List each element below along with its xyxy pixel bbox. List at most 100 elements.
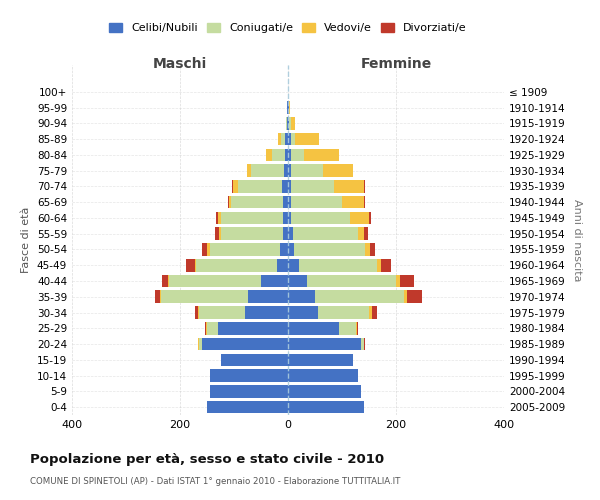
Bar xyxy=(207,401,288,413)
Bar xyxy=(315,290,404,303)
Bar xyxy=(227,196,229,208)
Bar xyxy=(288,164,290,177)
Bar xyxy=(288,212,290,224)
Bar xyxy=(407,290,422,303)
Bar xyxy=(210,385,288,398)
Bar xyxy=(364,228,368,240)
Bar xyxy=(248,290,288,303)
Bar xyxy=(283,212,288,224)
Bar xyxy=(288,322,340,334)
Bar xyxy=(286,133,288,145)
Bar xyxy=(233,180,238,192)
Bar xyxy=(288,243,295,256)
Bar xyxy=(295,243,365,256)
Bar xyxy=(288,370,358,382)
Bar xyxy=(210,243,280,256)
Bar xyxy=(199,306,245,319)
Text: Femmine: Femmine xyxy=(361,58,431,71)
Bar xyxy=(299,259,377,272)
Bar xyxy=(155,290,160,303)
Bar xyxy=(290,133,295,145)
Bar xyxy=(161,274,168,287)
Bar xyxy=(290,117,295,130)
Bar xyxy=(286,117,287,130)
Bar xyxy=(290,196,342,208)
Text: Maschi: Maschi xyxy=(153,58,207,71)
Bar xyxy=(278,133,281,145)
Bar xyxy=(266,148,272,161)
Bar xyxy=(229,196,232,208)
Bar xyxy=(288,180,290,192)
Bar xyxy=(288,338,361,350)
Bar xyxy=(206,322,207,334)
Bar xyxy=(361,338,364,350)
Bar xyxy=(199,338,202,350)
Bar xyxy=(377,259,382,272)
Bar xyxy=(238,180,281,192)
Bar xyxy=(207,322,218,334)
Bar xyxy=(288,196,290,208)
Bar xyxy=(382,259,391,272)
Bar xyxy=(290,212,350,224)
Bar xyxy=(364,196,365,208)
Bar xyxy=(281,133,286,145)
Bar xyxy=(369,212,371,224)
Y-axis label: Fasce di età: Fasce di età xyxy=(22,207,31,273)
Bar xyxy=(290,164,323,177)
Bar xyxy=(356,322,358,334)
Bar xyxy=(205,322,206,334)
Bar xyxy=(232,196,283,208)
Bar xyxy=(370,243,376,256)
Bar xyxy=(364,180,365,192)
Bar xyxy=(221,228,283,240)
Bar xyxy=(400,274,414,287)
Bar xyxy=(215,228,219,240)
Bar xyxy=(194,259,196,272)
Bar xyxy=(283,196,288,208)
Bar xyxy=(288,385,361,398)
Bar xyxy=(198,306,199,319)
Bar xyxy=(372,306,377,319)
Bar xyxy=(288,274,307,287)
Bar xyxy=(169,274,261,287)
Bar xyxy=(288,259,299,272)
Bar xyxy=(304,148,340,161)
Bar xyxy=(288,401,364,413)
Bar xyxy=(221,212,283,224)
Bar xyxy=(187,259,194,272)
Bar xyxy=(272,148,286,161)
Bar xyxy=(277,259,288,272)
Bar xyxy=(251,164,284,177)
Bar xyxy=(288,117,289,130)
Bar xyxy=(286,148,288,161)
Bar xyxy=(221,354,288,366)
Bar xyxy=(358,228,364,240)
Bar xyxy=(283,228,288,240)
Bar xyxy=(290,148,304,161)
Legend: Celibi/Nubili, Coniugati/e, Vedovi/e, Divorziati/e: Celibi/Nubili, Coniugati/e, Vedovi/e, Di… xyxy=(105,18,471,38)
Bar xyxy=(218,322,288,334)
Bar xyxy=(355,322,356,334)
Bar xyxy=(232,180,233,192)
Bar xyxy=(284,164,288,177)
Bar xyxy=(202,338,288,350)
Bar xyxy=(280,243,288,256)
Bar xyxy=(318,306,369,319)
Bar xyxy=(195,306,198,319)
Bar xyxy=(261,274,288,287)
Text: Popolazione per età, sesso e stato civile - 2010: Popolazione per età, sesso e stato civil… xyxy=(30,452,384,466)
Text: COMUNE DI SPINETOLI (AP) - Dati ISTAT 1° gennaio 2010 - Elaborazione TUTTITALIA.: COMUNE DI SPINETOLI (AP) - Dati ISTAT 1°… xyxy=(30,478,400,486)
Bar xyxy=(161,290,248,303)
Bar xyxy=(288,306,318,319)
Bar xyxy=(210,370,288,382)
Bar xyxy=(396,274,400,287)
Bar xyxy=(369,306,372,319)
Bar xyxy=(168,274,169,287)
Bar xyxy=(323,164,353,177)
Bar xyxy=(295,133,319,145)
Bar xyxy=(160,290,161,303)
Bar xyxy=(245,306,288,319)
Bar xyxy=(287,117,288,130)
Bar xyxy=(350,212,369,224)
Bar xyxy=(288,354,353,366)
